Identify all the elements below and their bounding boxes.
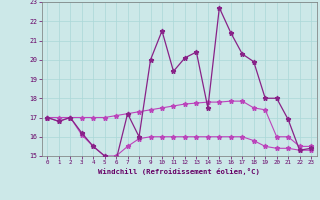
X-axis label: Windchill (Refroidissement éolien,°C): Windchill (Refroidissement éolien,°C) [98,168,260,175]
